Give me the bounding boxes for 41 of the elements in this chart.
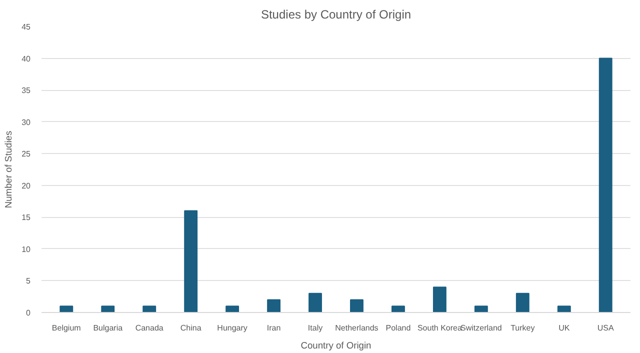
y-tick-label: 40 — [22, 54, 32, 64]
x-tick-label: Hungary — [217, 324, 248, 332]
chart-title: Studies by Country of Origin — [260, 8, 412, 22]
bar — [432, 286, 446, 312]
y-tick-label: 20 — [22, 181, 32, 190]
x-tick-label: South Korea — [417, 324, 462, 332]
bar — [60, 306, 74, 312]
x-tick-label: Belgium — [52, 324, 82, 332]
bar — [350, 299, 364, 312]
bar — [308, 292, 322, 312]
x-tick-label: UK — [558, 324, 570, 332]
bar — [226, 306, 240, 312]
x-tick-label: Iran — [266, 324, 281, 332]
bar — [101, 306, 115, 312]
x-tick-label: China — [180, 324, 202, 332]
y-axis-title: Number of Studies — [4, 130, 14, 208]
x-tick-label: USA — [597, 324, 614, 332]
bar — [474, 306, 488, 312]
x-tick-label: Italy — [308, 324, 323, 332]
x-tick-label: Bulgaria — [93, 324, 124, 332]
bar — [142, 306, 156, 312]
x-tick-label: Poland — [386, 324, 411, 332]
x-axis-title: Country of Origin — [300, 340, 372, 350]
bar — [516, 292, 530, 312]
y-tick-label: 35 — [22, 86, 32, 96]
y-tick-label: 0 — [26, 308, 32, 318]
x-tick-label: Canada — [135, 324, 164, 332]
bar — [557, 306, 571, 312]
x-tick-label: Turkey — [510, 324, 535, 332]
bar — [267, 299, 281, 312]
y-tick-label: 30 — [22, 118, 32, 127]
y-tick-label: 10 — [22, 244, 32, 254]
bar — [184, 210, 198, 312]
x-tick-label: Netherlands — [335, 324, 378, 332]
y-tick-label: 5 — [26, 276, 32, 286]
y-tick-label: 15 — [22, 213, 32, 222]
y-tick-label: 45 — [22, 22, 32, 32]
bar — [598, 58, 612, 312]
x-tick-label: Switzerland — [460, 324, 502, 332]
bar — [391, 306, 405, 312]
y-tick-label: 25 — [22, 150, 32, 159]
